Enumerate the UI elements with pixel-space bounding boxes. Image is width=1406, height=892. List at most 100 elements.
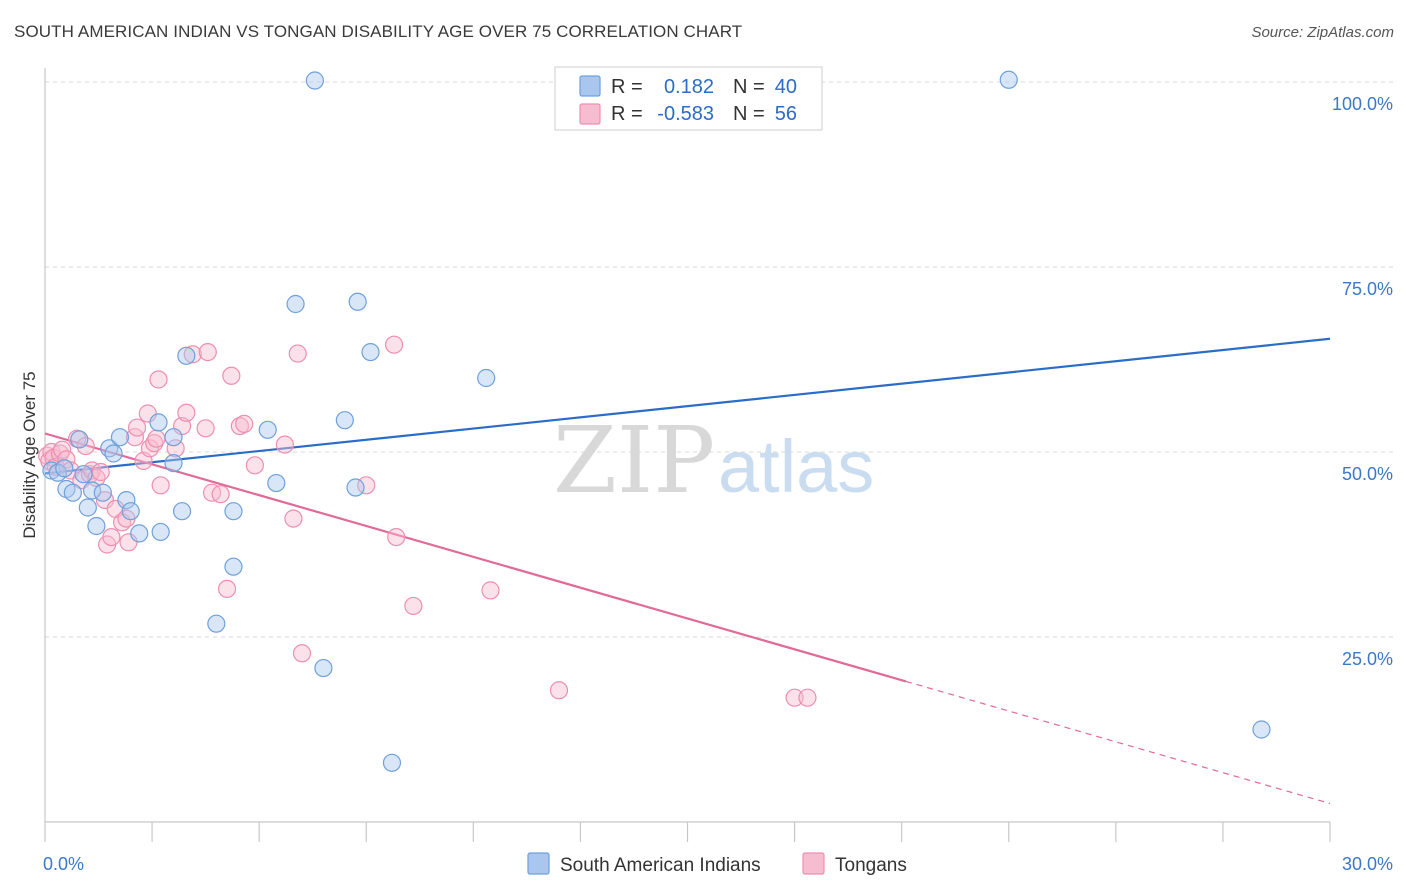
point-south-american-indian: [314, 658, 333, 678]
series-swatch-tongans: [802, 852, 825, 875]
legend-r-value: 0.182: [664, 76, 714, 98]
point-tongan: [785, 688, 804, 707]
point-south-american-indian: [164, 428, 183, 447]
trend-line: [44, 337, 1331, 475]
series-legend: South American Indians Tongans: [527, 852, 907, 876]
point-south-american-indian: [346, 478, 365, 497]
point-tongan: [275, 435, 294, 454]
point-south-american-indian: [70, 430, 89, 449]
point-tongan: [284, 509, 303, 528]
watermark: ZIP atlas: [553, 407, 874, 514]
x-tick-label: 0.0%: [43, 854, 84, 874]
point-south-american-indian: [151, 522, 170, 542]
correlation-legend: R = 0.182 N = 40 R = -0.583 N = 56: [554, 66, 823, 131]
axes: [44, 68, 1331, 842]
point-tongan: [166, 439, 185, 458]
data-points: [38, 70, 1271, 772]
point-south-american-indian: [63, 483, 82, 502]
trend-line: [44, 432, 907, 683]
point-tongan: [245, 456, 264, 475]
point-tongan: [798, 688, 817, 707]
point-south-american-indian: [207, 614, 226, 633]
point-tongan: [149, 370, 168, 389]
point-tongan: [196, 419, 215, 438]
tick-labels: 25.0% 50.0% 75.0% 100.0% 0.0% 30.0%: [43, 94, 1393, 874]
point-south-american-indian: [87, 516, 106, 536]
point-tongan: [57, 450, 76, 469]
point-tongan: [235, 414, 254, 433]
point-tongan: [151, 476, 170, 495]
y-tick-label: 75.0%: [1342, 279, 1393, 299]
point-south-american-indian: [305, 71, 324, 90]
source-label: Source: ZipAtlas.com: [1251, 24, 1394, 41]
x-tick-label: 30.0%: [1342, 854, 1393, 874]
point-south-american-indian: [121, 502, 140, 521]
point-tongan: [147, 429, 166, 448]
legend-n-label: N =: [733, 103, 765, 125]
point-south-american-indian: [177, 346, 196, 365]
point-south-american-indian: [267, 473, 286, 493]
point-south-american-indian: [104, 444, 123, 463]
point-south-american-indian: [335, 411, 354, 430]
point-tongan: [177, 403, 196, 422]
point-south-american-indian: [477, 368, 496, 388]
point-tongan: [387, 527, 406, 547]
point-south-american-indian: [258, 420, 277, 439]
gridlines: [45, 81, 1395, 638]
point-south-american-indian: [93, 483, 112, 502]
point-tongan: [102, 527, 121, 547]
series-label-south-american-indians: South American Indians: [560, 855, 761, 876]
point-tongan: [384, 335, 404, 354]
legend-n-value: 56: [775, 103, 797, 125]
point-tongan: [217, 579, 237, 599]
point-south-american-indian: [130, 524, 149, 543]
point-south-american-indian: [1252, 720, 1271, 739]
y-tick-label: 50.0%: [1342, 464, 1393, 484]
legend-r-label: R =: [611, 103, 643, 125]
point-tongan: [481, 581, 500, 600]
point-tongan: [53, 440, 72, 459]
legend-r-label: R =: [611, 76, 643, 98]
point-south-american-indian: [999, 70, 1018, 89]
legend-n-value: 40: [775, 76, 797, 98]
watermark-atlas: atlas: [718, 425, 874, 508]
point-tongan: [549, 681, 569, 700]
trend-lines: [44, 337, 1331, 805]
point-tongan: [91, 462, 110, 482]
watermark-zip: ZIP: [553, 407, 715, 514]
point-south-american-indian: [78, 498, 97, 517]
point-south-american-indian: [55, 459, 74, 478]
point-tongan: [357, 476, 376, 495]
point-south-american-indian: [361, 343, 380, 362]
point-south-american-indian: [117, 491, 136, 510]
point-tongan: [404, 596, 423, 616]
point-south-american-indian: [74, 465, 93, 484]
series-label-tongans: Tongans: [835, 855, 907, 876]
point-south-american-indian: [83, 481, 102, 500]
legend-swatch-pink: [579, 103, 601, 125]
legend-n-label: N =: [733, 76, 765, 98]
point-tongan: [288, 344, 307, 363]
y-axis-title: Disability Age Over 75: [20, 371, 39, 538]
point-south-american-indian: [286, 294, 305, 314]
point-tongan: [222, 366, 241, 385]
point-south-american-indian: [164, 454, 183, 473]
point-tongan: [292, 644, 312, 663]
legend-r-value: -0.583: [657, 103, 714, 125]
point-tongan: [127, 418, 147, 437]
point-south-american-indian: [149, 413, 168, 432]
point-tongan: [211, 485, 230, 504]
point-tongan: [183, 345, 202, 364]
legend-swatch-blue: [579, 75, 601, 97]
y-tick-label: 25.0%: [1342, 649, 1393, 669]
point-south-american-indian: [348, 292, 367, 311]
trend-line-extension: [905, 680, 1331, 805]
y-tick-label: 100.0%: [1332, 94, 1393, 114]
series-swatch-south-american-indians: [527, 852, 550, 875]
point-south-american-indian: [224, 557, 243, 576]
point-south-american-indian: [224, 502, 243, 521]
point-south-american-indian: [110, 428, 130, 447]
point-south-american-indian: [172, 502, 192, 521]
point-tongan: [198, 343, 217, 362]
